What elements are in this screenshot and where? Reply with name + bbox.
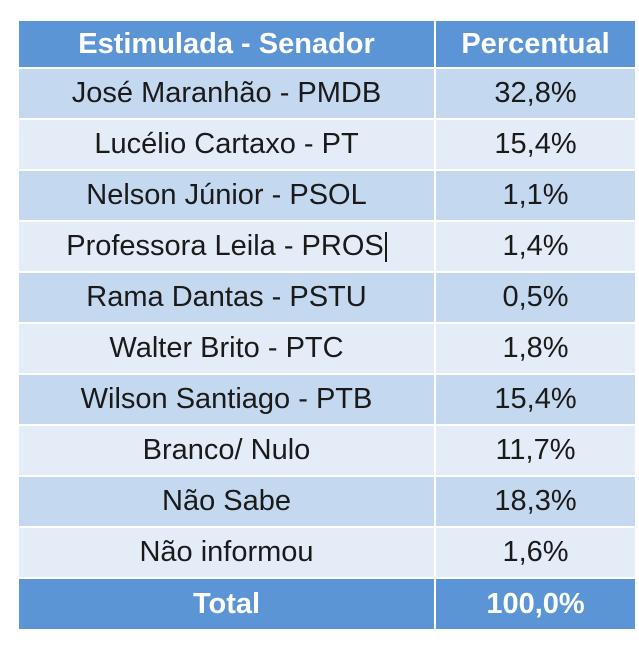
candidate-cell: Lucélio Cartaxo - PT xyxy=(17,118,436,171)
poll-results-table: Estimulada - Senador Percentual José Mar… xyxy=(17,19,637,631)
percent-cell: 1,8% xyxy=(434,322,637,375)
table-row: Rama Dantas - PSTU 0,5% xyxy=(17,271,637,324)
percent-cell: 18,3% xyxy=(434,475,637,528)
candidate-cell: Não informou xyxy=(17,526,436,579)
percent-cell: 15,4% xyxy=(434,373,637,426)
percent-cell: 0,5% xyxy=(434,271,637,324)
percent-cell: 1,1% xyxy=(434,169,637,222)
table-header-row: Estimulada - Senador Percentual xyxy=(17,19,637,69)
total-row: Total 100,0% xyxy=(17,577,637,631)
percent-cell: 1,6% xyxy=(434,526,637,579)
candidate-cell: Rama Dantas - PSTU xyxy=(17,271,436,324)
candidate-text: Professora Leila - PROS xyxy=(66,230,384,262)
table-row: Branco/ Nulo 11,7% xyxy=(17,424,637,477)
header-candidate: Estimulada - Senador xyxy=(17,19,436,69)
percent-cell: 1,4% xyxy=(434,220,637,273)
candidate-cell: Walter Brito - PTC xyxy=(17,322,436,375)
table-row: Wilson Santiago - PTB 15,4% xyxy=(17,373,637,426)
table-row: Nelson Júnior - PSOL 1,1% xyxy=(17,169,637,222)
table-row: Professora Leila - PROS 1,4% xyxy=(17,220,637,273)
table-row: José Maranhão - PMDB 32,8% xyxy=(17,67,637,120)
candidate-cell: Wilson Santiago - PTB xyxy=(17,373,436,426)
table-row: Não Sabe 18,3% xyxy=(17,475,637,528)
candidate-cell-editing[interactable]: Professora Leila - PROS xyxy=(17,220,436,273)
candidate-cell: Branco/ Nulo xyxy=(17,424,436,477)
candidate-cell: Não Sabe xyxy=(17,475,436,528)
total-label: Total xyxy=(17,577,436,631)
candidate-cell: Nelson Júnior - PSOL xyxy=(17,169,436,222)
percent-cell: 32,8% xyxy=(434,67,637,120)
candidate-cell: José Maranhão - PMDB xyxy=(17,67,436,120)
percent-cell: 11,7% xyxy=(434,424,637,477)
table-row: Lucélio Cartaxo - PT 15,4% xyxy=(17,118,637,171)
text-cursor xyxy=(384,232,387,263)
header-percent: Percentual xyxy=(434,19,637,69)
table-body: José Maranhão - PMDB 32,8% Lucélio Carta… xyxy=(17,67,637,579)
table-row: Não informou 1,6% xyxy=(17,526,637,579)
percent-cell: 15,4% xyxy=(434,118,637,171)
table-row: Walter Brito - PTC 1,8% xyxy=(17,322,637,375)
total-percent: 100,0% xyxy=(434,577,637,631)
